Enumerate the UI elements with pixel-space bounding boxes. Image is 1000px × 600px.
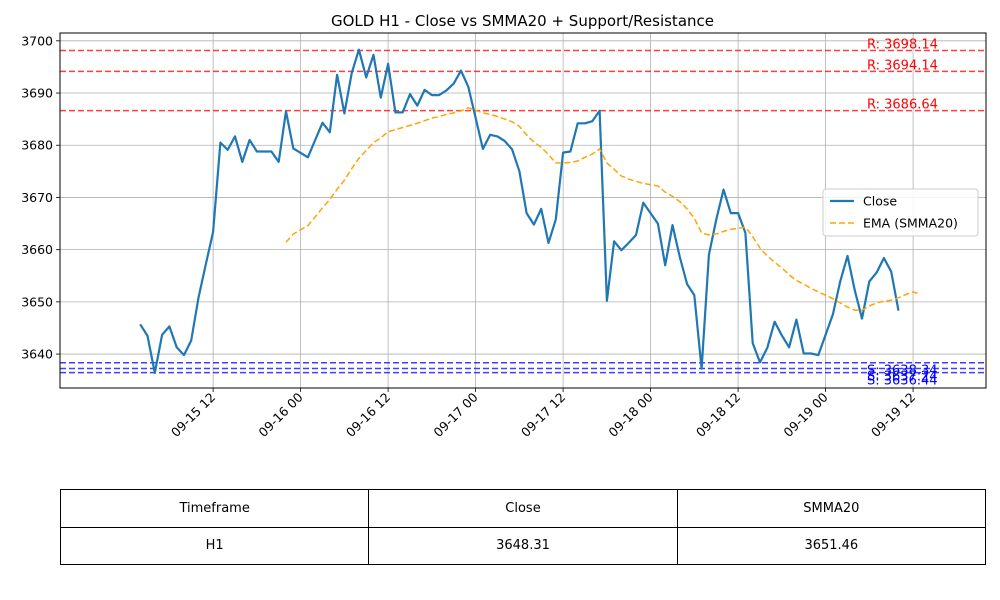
resistance-label: R: 3694.14 [867, 58, 938, 73]
legend-box [822, 188, 979, 237]
plot-area-frame [59, 32, 987, 389]
legend: Close EMA (SMMA20) [822, 188, 979, 237]
y-tick-label: 3640 [21, 347, 53, 362]
x-tick-label: 09-19 00 [780, 389, 830, 439]
x-tick-label: 09-16 00 [255, 389, 305, 439]
support-resistance-levels [60, 49, 986, 374]
level-labels: R: 3698.14 R: 3694.14 R: 3686.64 S: 3638.34… [867, 38, 938, 389]
table-header-cell: Timeframe [59, 489, 370, 528]
y-tick-label: 3680 [21, 138, 53, 153]
y-tick-label: 3700 [21, 33, 53, 48]
y-tick-label: 3670 [21, 190, 53, 205]
table-header-cell: SMMA20 [676, 489, 987, 528]
series-lines [139, 48, 921, 374]
smma20-series-line [285, 106, 921, 311]
y-tick-label: 3660 [21, 242, 53, 257]
table-header-cell: Close [368, 489, 678, 528]
resistance-label: R: 3698.14 [867, 38, 938, 53]
y-tick-label: 3650 [21, 294, 53, 309]
y-tick-label: 3690 [21, 86, 53, 101]
x-tick-label: 09-17 00 [430, 389, 480, 439]
support-label: S: 3637.24 [867, 369, 938, 384]
legend-entry: Close [863, 194, 897, 209]
x-tick-label: 09-18 00 [605, 389, 655, 439]
chart-title: GOLD H1 - Close vs SMMA20 + Support/Resi… [330, 12, 714, 30]
support-label: S: 3636.44 [867, 374, 938, 389]
x-tick-label: 09-18 12 [693, 390, 743, 440]
legend-entry: EMA (SMMA20) [863, 216, 958, 231]
summary-table: Timeframe Close SMMA20 H1 3648.31 3651.4… [59, 489, 987, 565]
resistance-label: R: 3686.64 [867, 98, 938, 113]
table-cell-close: 3648.31 [368, 526, 678, 565]
table-header-row: Timeframe Close SMMA20 [59, 489, 987, 528]
close-series-line [139, 48, 900, 374]
x-tick-label: 09-19 12 [868, 390, 918, 440]
support-label: S: 3638.34 [867, 364, 938, 379]
x-tick-label: 09-15 12 [168, 390, 218, 440]
table-cell-timeframe: H1 [59, 526, 370, 565]
table-cell-smma20: 3651.46 [676, 526, 987, 565]
x-tick-label: 09-17 12 [518, 390, 568, 440]
table-row: H1 3648.31 3651.46 [59, 526, 987, 565]
x-tick-label: 09-16 12 [343, 390, 393, 440]
